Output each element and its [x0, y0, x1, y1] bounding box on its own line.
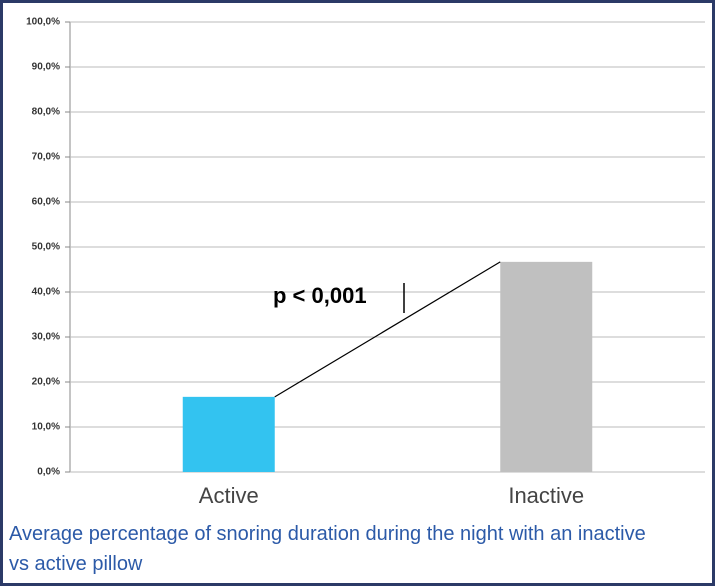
y-tick-label: 100,0%: [26, 17, 60, 28]
y-tick-label: 30,0%: [32, 332, 60, 343]
x-tick-label: Active: [199, 483, 259, 508]
y-tick-label: 10,0%: [32, 422, 60, 433]
bar: [500, 261, 593, 472]
y-tick-label: 80,0%: [32, 107, 60, 118]
y-tick-label: 0,0%: [37, 467, 60, 478]
connector-line: [274, 261, 501, 398]
bar: [182, 396, 275, 472]
y-tick-label: 40,0%: [32, 287, 60, 298]
chart: 100,0% 90,0% 80,0% 70,0% 60,0% 50,0% 40,0% 30,0…: [26, 17, 705, 508]
y-tick-label: 90,0%: [32, 62, 60, 73]
annotation: p < 0,001: [273, 283, 367, 308]
caption: Average percentage of snoring duration d…: [9, 523, 646, 575]
y-tick-label: 20,0%: [32, 377, 60, 388]
x-tick-label: Inactive: [508, 483, 584, 508]
y-tick-label: 50,0%: [32, 242, 60, 253]
y-tick-label: 70,0%: [32, 152, 60, 163]
y-tick-label: 60,0%: [32, 197, 60, 208]
